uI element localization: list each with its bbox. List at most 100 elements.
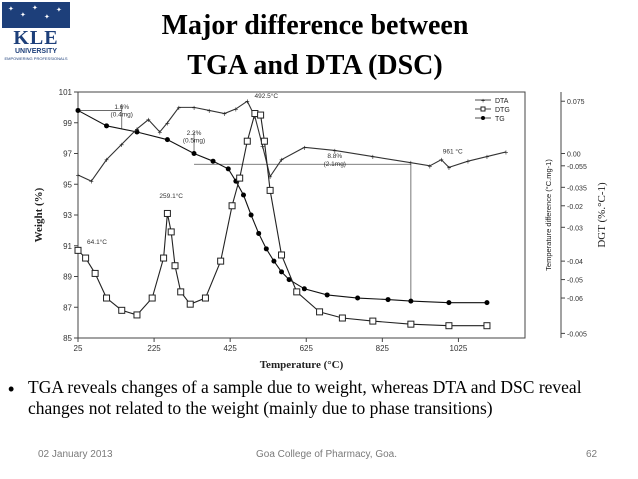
right-tick-label: 0.075	[567, 99, 585, 106]
dta-point: +	[439, 156, 444, 165]
star-icon: ✦	[8, 6, 14, 13]
chart-annotation: 8.8%	[327, 153, 342, 160]
legend-marker: +	[481, 98, 485, 105]
dta-point: +	[279, 156, 284, 165]
right-tick-label: 0.00	[567, 152, 581, 159]
star-icon: ✦	[56, 7, 62, 14]
mid-axis-label: Temperature difference (°C.mg-1)	[544, 159, 553, 271]
footer-center: Goa College of Pharmacy, Goa.	[256, 449, 397, 460]
star-icon: ✦	[32, 5, 38, 12]
dta-point: +	[504, 148, 509, 157]
dtg-point	[163, 209, 171, 217]
right-axis-label: DGT (%.°C-1)	[596, 182, 608, 248]
dtg-point	[483, 322, 491, 330]
plot-frame	[77, 91, 526, 339]
tg-point	[191, 151, 197, 156]
dtg-point	[236, 174, 244, 182]
x-tick-label: 825	[376, 344, 390, 353]
right-tick-label: -0.005	[567, 331, 587, 338]
tg-point	[279, 269, 285, 275]
dta-point: +	[234, 105, 239, 114]
right-tick-label: -0.06	[567, 296, 583, 303]
right-tick-label: -0.05	[567, 278, 583, 285]
tg-point	[225, 166, 231, 172]
slide-title: Major difference between TGA and DTA (DS…	[80, 6, 550, 86]
y-tick-label: 91	[63, 242, 72, 251]
legend-marker	[480, 106, 486, 112]
dta-point: +	[409, 159, 414, 168]
right-tick-label: -0.02	[567, 204, 583, 211]
legend-marker	[481, 116, 485, 120]
tg-point	[240, 192, 246, 198]
chart-annotation: (2.1mg)	[324, 161, 346, 168]
legend-entry-tg: TG	[495, 116, 505, 123]
dtg-point	[293, 288, 301, 296]
dtg-point	[260, 137, 268, 145]
star-icon: ✦	[44, 14, 50, 21]
x-tick-label: 425	[223, 344, 237, 353]
tg-point	[484, 300, 490, 306]
series-line-dta	[77, 100, 507, 182]
dtg-point	[257, 111, 265, 119]
logo-brand: KLE	[13, 27, 59, 49]
star-icon: ✦	[20, 12, 26, 19]
dtg-point	[251, 110, 259, 118]
dtg-point	[278, 251, 286, 259]
x-axis-label: Temperature (°C)	[260, 359, 344, 371]
dta-point: +	[245, 97, 250, 106]
dtg-point	[82, 254, 90, 262]
dta-point: +	[165, 119, 170, 128]
tg-point	[104, 123, 110, 129]
tg-point	[263, 246, 269, 252]
right-tick-label: -0.03	[567, 225, 583, 232]
y-tick-label: 97	[63, 150, 72, 159]
dtg-point	[186, 300, 194, 308]
title-line-1: Major difference between	[161, 10, 469, 41]
dtg-point	[228, 202, 236, 210]
dta-point: +	[428, 162, 433, 171]
tg-point	[256, 230, 262, 236]
right-tick-label: -0.04	[567, 259, 583, 266]
x-tick-label: 225	[147, 344, 161, 353]
x-tick-label: 25	[74, 344, 83, 353]
title-line-2: TGA and DTA (DSC)	[187, 50, 443, 81]
dta-point: +	[76, 171, 81, 180]
dta-point: +	[466, 157, 471, 166]
series-line-dtg	[77, 112, 487, 327]
tg-point	[210, 158, 216, 164]
legend-entry-dta: DTA	[495, 98, 509, 105]
kle-logo: ✦ ✦ ✦ ✦ ✦ KLE UNIVERSITY EMPOWERING PROF…	[2, 2, 70, 64]
dtg-point	[445, 322, 453, 330]
tg-point	[271, 258, 277, 264]
dta-point: +	[157, 128, 162, 137]
bullet-text: TGA reveals changes of a sample due to w…	[28, 377, 582, 418]
dta-point: +	[104, 156, 109, 165]
dtg-point	[148, 294, 156, 302]
dtg-point	[74, 246, 82, 254]
right-tick-label: -0.035	[567, 185, 587, 192]
dta-point: +	[192, 103, 197, 112]
chart-annotation: 64.1°C	[87, 238, 107, 246]
dta-point: +	[253, 113, 258, 122]
dtg-point	[160, 254, 168, 262]
bullet-icon: •	[8, 379, 15, 399]
dta-point: +	[332, 146, 337, 155]
chart-annotation: 961 °C	[443, 148, 463, 156]
tg-point	[301, 286, 307, 292]
tg-point	[324, 292, 330, 298]
tg-point	[164, 137, 170, 143]
y-tick-label: 93	[63, 211, 72, 220]
dtg-point	[407, 320, 415, 328]
dtg-point	[217, 257, 225, 265]
dtg-point	[316, 308, 324, 316]
tg-point	[408, 298, 414, 304]
dta-point: +	[207, 106, 212, 115]
x-tick-label: 1025	[450, 344, 468, 353]
logo-sky-band	[2, 2, 70, 28]
dta-point: +	[260, 142, 265, 151]
logo-tagline: EMPOWERING PROFESSIONALS	[4, 56, 68, 61]
dtg-point	[167, 228, 175, 236]
y-tick-label: 85	[63, 334, 72, 343]
dtg-point	[103, 294, 111, 302]
